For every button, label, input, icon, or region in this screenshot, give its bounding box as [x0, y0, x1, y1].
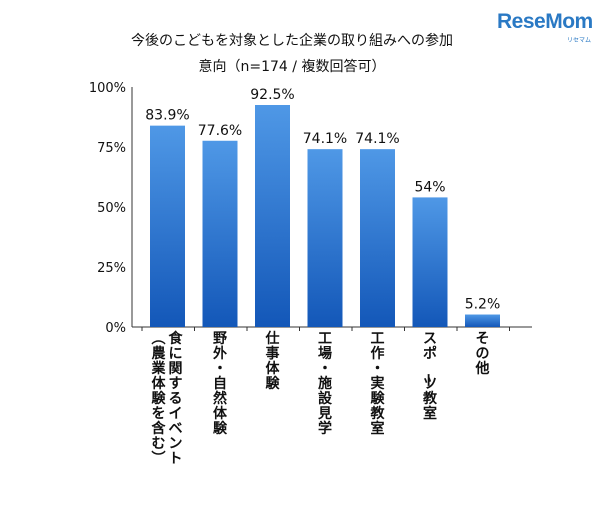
y-tick-label: 75% [97, 141, 126, 156]
bar-value-label: 74.1% [303, 131, 347, 147]
x-category-label: 食に関するイベント [169, 330, 184, 467]
bar [412, 197, 448, 327]
x-category-label: 工場・施設見学 [317, 331, 333, 437]
logo-text: ReseMom [497, 10, 593, 33]
y-tick-label: 0% [105, 321, 126, 336]
x-category-label: スポーツ教室 [419, 331, 438, 422]
bar-value-label: 77.6% [198, 123, 242, 139]
bar [307, 149, 343, 327]
x-category-label: 工作・実験教室 [371, 331, 386, 437]
x-category-label: 仕事体験 [265, 330, 281, 392]
bar [255, 105, 290, 327]
y-tick-label: 25% [97, 261, 126, 276]
bar [465, 314, 500, 327]
y-tick-label: 50% [97, 201, 126, 216]
bar [150, 125, 185, 327]
bar-value-label: 83.9% [145, 108, 189, 124]
y-tick-label: 100% [89, 81, 126, 96]
bar-value-label: 92.5% [250, 87, 294, 103]
x-category-label: 野外・自然体験 [213, 331, 228, 437]
chart-title-line-1: 今後のこどもを対象とした企業の取り組みへの参加 [131, 32, 453, 49]
bar [202, 140, 238, 327]
chart-title-line-2: 意向（n=174 / 複数回答可） [199, 58, 386, 75]
x-category-label: ︵農業体験を含む︶ [151, 331, 167, 467]
bar-value-label: 74.1% [355, 131, 399, 147]
resemom-logo: ReseMom リセマム [497, 10, 593, 44]
logo-subtext: リセマム [566, 37, 591, 44]
bar [360, 149, 395, 327]
x-category-label: その他 [475, 331, 490, 377]
bar-value-label: 5.2% [465, 297, 501, 313]
bar-value-label: 54% [414, 179, 445, 195]
